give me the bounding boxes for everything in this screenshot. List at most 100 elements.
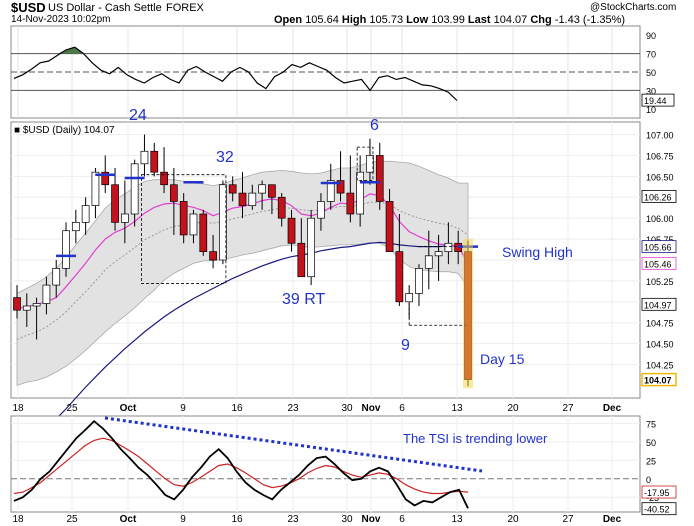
tsi-x-tick-label: Nov [362,514,381,525]
rsi-tick-label: 90 [646,31,656,41]
candle-body [130,163,139,215]
open-label: Open [274,14,303,26]
candle-body [170,184,178,202]
price-panel: 24 32 39 RT 6 9 Swing High Day 15 ■ $USD (Daily… [10,107,677,453]
price-annotation: Swing High [502,244,573,260]
candle-body [199,213,208,252]
candle-body [317,201,325,219]
candle-body [52,268,61,286]
chart-date: 14-Nov-2023 10:02pm [11,14,111,25]
tsi-x-tick-label: Oct [120,514,137,525]
candle-body [150,150,159,173]
exchange: FOREX [166,2,204,14]
price-x-tick-label: Oct [120,403,137,414]
tsi-frame [10,415,641,513]
chg-label: Chg [530,14,552,26]
candle-body [101,171,110,186]
price-value-box [641,240,677,254]
candle-body [189,213,198,236]
price-annotation: 24 [129,107,147,124]
candle-body [120,213,129,223]
candle-body [209,251,217,261]
tsi-x-tick-label: 9 [180,514,186,525]
price-tick-label: 105.25 [646,277,674,287]
tsi-tick-label: 25 [646,456,656,466]
instrument-name: US Dollar - Cash Settle [48,2,162,14]
price-x-tick-label: 27 [562,403,574,414]
tsi-x-tick-label: 20 [507,514,519,525]
watermark[interactable]: @StockCharts.com [590,2,677,13]
candle-body [160,171,168,186]
rsi-tick-label: 50 [646,68,656,78]
candle-body [307,217,315,278]
tsi-tick-label: 50 [646,438,656,448]
tsi-value-label: -40.52 [644,505,670,515]
price-x-tick-label: 6 [399,403,405,414]
candle-body [356,171,365,215]
price-tick-label: 106.00 [646,214,674,224]
price-value-label: 104.07 [644,376,672,386]
candle-body [248,192,257,206]
price-tick-label: 104.50 [646,340,674,350]
price-value-box [641,297,677,311]
price-legend: ■ $USD (Daily) 104.07 [14,125,115,136]
price-x-tick-label: 30 [341,403,353,414]
price-value-label: 105.46 [644,259,672,269]
price-x-tick-label: 25 [66,403,78,414]
rsi-tick-label: 10 [646,105,656,115]
chg-value: -1.43 (-1.35%) [554,14,626,26]
candle-body [62,230,70,269]
price-x-tick-label: 20 [507,403,519,414]
candle-body [140,150,149,165]
candle-body [111,184,119,223]
candle-body [405,293,414,303]
price-annotation: 9 [401,337,410,354]
tsi-x-tick-label: 13 [451,514,463,525]
price-annotation: 32 [216,149,234,166]
price-x-tick-label: Dec [603,403,622,414]
candle-body [444,242,453,252]
low-value: 103.99 [431,14,465,26]
candle-body [91,171,100,206]
candle-body [346,192,355,215]
tsi-annotation: The TSI is trending lower [403,431,548,446]
rsi-tick-label: 30 [646,86,656,96]
candle-body [81,205,90,223]
price-x-tick-label: Nov [362,403,381,414]
price-value-box [641,190,677,203]
rsi-overbought-fill [57,47,96,54]
tsi-x-tick-label: Dec [603,514,622,525]
tsi-value-label: -17.95 [644,488,670,498]
candle-body [336,180,345,194]
rsi-value-box [641,93,675,107]
candle-body [424,255,433,269]
candle-body [366,155,374,173]
candle-body [268,184,276,198]
price-x-tick-label: 16 [231,403,243,414]
low-label: Low [406,14,429,26]
candle-body [297,242,306,278]
tsi-x-tick-label: 6 [399,514,405,525]
last-label: Last [467,14,491,26]
tsi-x-tick-label: 23 [287,514,299,525]
candle-body [32,303,41,307]
price-tick-label: 105.75 [646,235,674,245]
candle-body [238,192,247,206]
candle-body [13,297,21,311]
price-x-tick-label: 23 [287,403,299,414]
price-value-label: 105.66 [644,243,672,253]
ohlc-readout: Open 105.64 High 105.73 Low 103.99 Last … [274,14,625,26]
last-candle-highlight [463,238,473,389]
candle-body [415,268,423,294]
dashed-box-6 [356,146,374,181]
last-value: 104.07 [493,14,528,26]
candle-body [375,155,384,202]
price-tick-label: 107.00 [646,131,674,141]
candle-body [258,184,266,194]
price-x-tick-label: 13 [451,403,463,414]
tsi-x-tick-label: 18 [12,514,24,525]
rsi-tick-label: 70 [646,50,656,60]
candle-body [385,201,394,252]
price-annotation: 6 [370,117,379,134]
